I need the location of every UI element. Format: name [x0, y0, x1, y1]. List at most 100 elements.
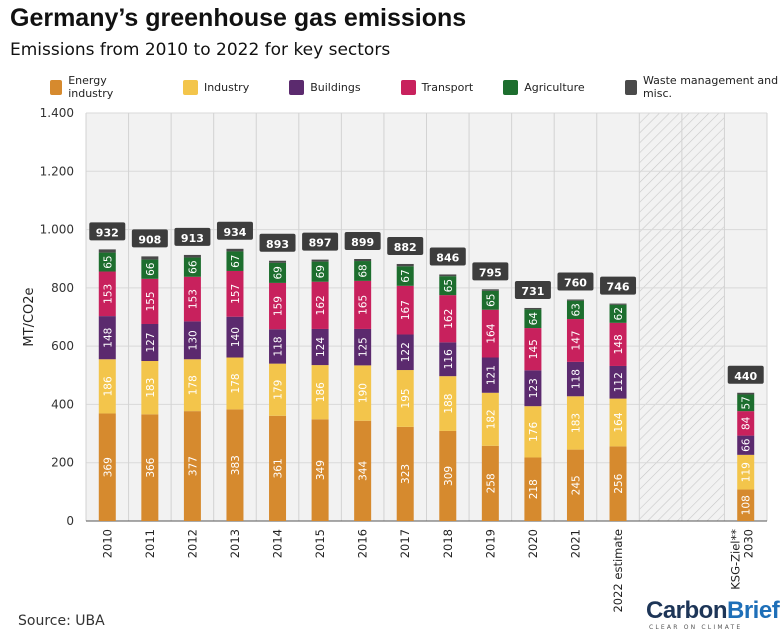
bar-segment-waste — [141, 256, 159, 260]
bar-segment-industry — [609, 398, 627, 447]
bar-value-label-industry: 188 — [443, 394, 455, 414]
bar-segment-agriculture — [609, 304, 627, 323]
bar-segment-energy — [396, 426, 414, 521]
bar-segment-buildings — [354, 328, 372, 366]
bar-value-label-industry: 186 — [315, 382, 327, 402]
bar-segment-energy — [141, 414, 159, 521]
bar-value-label-buildings: 112 — [613, 372, 625, 392]
x-tick-label: 2018 — [441, 529, 455, 558]
bar-segment-energy — [269, 415, 287, 521]
y-tick-label: 1.000 — [40, 223, 74, 237]
legend-label-industry: Industry — [203, 80, 250, 94]
bar-segment-agriculture — [481, 290, 499, 310]
bar-value-label-buildings: 118 — [570, 369, 582, 389]
bar-segment-industry — [269, 363, 287, 416]
bar-segment-buildings — [226, 316, 244, 358]
bar-value-label-transport: 153 — [102, 284, 114, 304]
bar-segment-agriculture — [524, 309, 542, 329]
total-badge — [259, 233, 296, 252]
bar-segment-transport — [737, 411, 755, 436]
bar-segment-energy — [481, 445, 499, 521]
x-tick-label: 2012 — [185, 529, 199, 558]
bar-value-label-agriculture: 64 — [528, 312, 540, 326]
bar-value-label-industry: 190 — [358, 383, 370, 403]
bar-value-label-agriculture: 69 — [273, 266, 285, 279]
legend-item-transport: Transport — [400, 79, 474, 95]
x-tick-label: 2011 — [143, 529, 157, 558]
legend-label-waste: Waste management and misc. — [642, 74, 779, 100]
bar-value-label-industry: 195 — [400, 388, 412, 408]
bar-value-label-agriculture: 65 — [102, 255, 114, 268]
bar-segment-buildings — [141, 323, 159, 362]
total-badge — [89, 222, 126, 241]
x-tick-label: 2030 — [742, 529, 756, 558]
total-badge — [514, 280, 551, 299]
total-badge — [600, 276, 637, 295]
bar-value-label-buildings: 140 — [230, 327, 242, 347]
legend-swatch-transport — [400, 79, 416, 95]
x-tick-label: 2019 — [483, 529, 497, 558]
legend-swatch-waste — [624, 79, 637, 95]
bar-value-label-transport: 84 — [741, 416, 753, 430]
total-value-label: 934 — [223, 226, 246, 239]
bar-segment-transport — [396, 285, 414, 335]
bar-value-label-buildings: 122 — [400, 342, 412, 362]
total-badge — [344, 232, 381, 251]
bar-value-label-industry: 183 — [570, 413, 582, 433]
bar-segment-industry — [183, 359, 201, 412]
bar-value-label-energy: 245 — [570, 475, 582, 495]
bar-segment-agriculture — [98, 252, 116, 272]
bar-segment-waste — [481, 289, 499, 291]
y-tick-label: 1.200 — [40, 164, 74, 178]
empty-column-hatch — [681, 113, 725, 521]
bar-value-label-industry: 183 — [145, 378, 157, 398]
bar-segment-waste — [98, 249, 116, 253]
bar-segment-buildings — [183, 321, 201, 360]
x-tick-label: 2022 estimate — [611, 529, 625, 613]
bar-value-label-industry: 178 — [230, 373, 242, 393]
bar-segment-buildings — [269, 329, 287, 364]
bar-value-label-industry: 164 — [613, 412, 625, 432]
bar-segment-transport — [481, 309, 499, 358]
logo-wordmark: CarbonBrief — [646, 598, 780, 624]
bar-segment-transport — [524, 328, 542, 371]
bar-segment-industry — [226, 357, 244, 410]
legend-swatch-buildings — [289, 79, 305, 95]
bar-value-label-agriculture: 65 — [485, 294, 497, 307]
legend-item-buildings: Buildings — [289, 79, 361, 95]
legend-item-energy: Energy industry — [50, 74, 139, 100]
bar-value-label-buildings: 148 — [102, 328, 114, 348]
bar-value-label-agriculture: 66 — [145, 262, 157, 276]
total-badge — [174, 227, 211, 246]
bar-value-label-transport: 162 — [315, 295, 327, 315]
x-tick-label: 2017 — [398, 529, 412, 558]
bar-segment-buildings — [566, 361, 584, 397]
logo-tagline: CLEAR ON CLIMATE — [649, 624, 743, 631]
bar-segment-transport — [354, 280, 372, 329]
bar-value-label-transport: 162 — [443, 309, 455, 329]
bar-value-label-agriculture: 66 — [187, 260, 199, 274]
legend-swatch-agriculture — [503, 79, 519, 95]
bar-segment-industry — [566, 396, 584, 450]
y-tick-label: 800 — [51, 281, 74, 295]
bar-value-label-energy: 369 — [102, 457, 114, 477]
bar-segment-energy — [98, 413, 116, 521]
bar-segment-energy — [609, 446, 627, 521]
bar-segment-buildings — [737, 435, 755, 455]
bar-value-label-transport: 159 — [273, 296, 285, 316]
source-note: Source: UBA — [18, 613, 105, 629]
total-value-label: 908 — [138, 233, 161, 246]
legend-label-transport: Transport — [421, 80, 474, 94]
bar-value-label-transport: 157 — [230, 284, 242, 304]
legend-item-waste: Waste management and misc. — [624, 74, 780, 100]
bar-value-label-buildings: 116 — [443, 349, 455, 369]
bar-segment-agriculture — [566, 300, 584, 320]
total-value-label: 897 — [309, 237, 332, 250]
bar-value-label-buildings: 127 — [145, 332, 157, 352]
bar-segment-industry — [737, 454, 755, 490]
bar-segment-waste — [737, 392, 755, 395]
bar-value-label-buildings: 66 — [741, 438, 753, 452]
bar-segment-buildings — [396, 334, 414, 371]
total-value-label: 882 — [394, 241, 417, 254]
